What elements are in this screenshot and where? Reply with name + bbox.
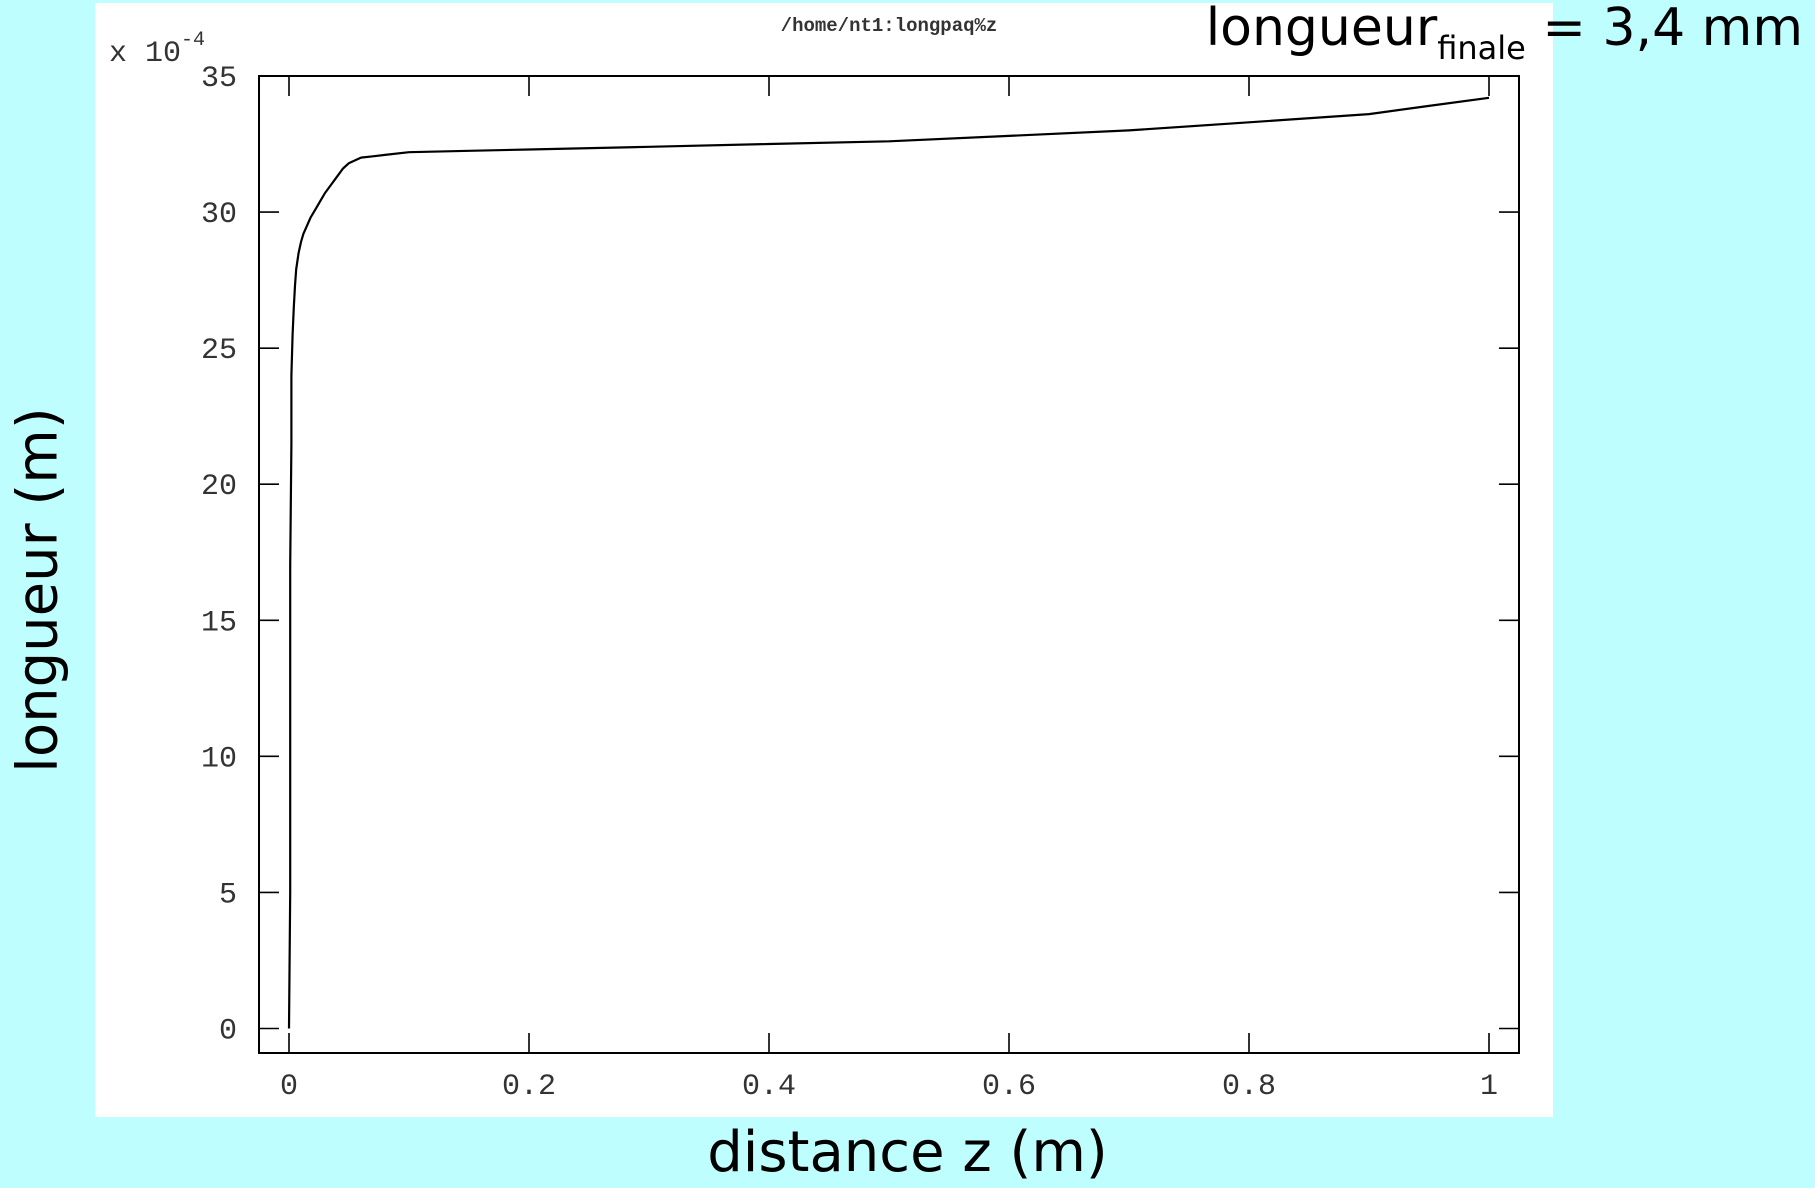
y-multiplier-exponent: -4 xyxy=(181,29,205,52)
y-axis-title: longueur (m) xyxy=(5,407,71,773)
y-tick-label: 35 xyxy=(201,62,237,96)
y-tick-label: 5 xyxy=(219,878,237,912)
x-tick-label: 0.2 xyxy=(502,1070,556,1104)
x-tick-label: 0.8 xyxy=(1222,1070,1276,1104)
plot-frame xyxy=(258,75,1520,1054)
y-axis-multiplier: x 10-4 xyxy=(109,29,205,71)
y-multiplier-base: x 10 xyxy=(109,37,181,71)
y-tick-label: 20 xyxy=(201,470,237,504)
annotation-subscript: finale xyxy=(1437,29,1526,67)
x-axis-title: distance z (m) xyxy=(707,1120,1108,1185)
x-tick-label: 1 xyxy=(1480,1070,1498,1104)
series-line xyxy=(287,96,1490,1029)
ticks-layer xyxy=(259,75,1519,1053)
annotation-rest: = 3,4 mm xyxy=(1525,0,1803,58)
x-tick-label: 0 xyxy=(280,1070,298,1104)
y-tick-label: 30 xyxy=(201,198,237,232)
line-chart: /home/nt1:longpaq%z x 10-4 0 0.2 0.4 0.6 0.8… xyxy=(109,15,1520,1104)
y-tick-label: 10 xyxy=(201,742,237,776)
y-tick-label: 0 xyxy=(219,1015,237,1049)
final-length-annotation: longueurfinale = 3,4 mm xyxy=(1206,0,1803,67)
x-tick-label: 0.4 xyxy=(742,1070,796,1104)
plot-title: /home/nt1:longpaq%z xyxy=(781,15,998,37)
x-tick-label: 0.6 xyxy=(982,1070,1036,1104)
y-tick-label: 15 xyxy=(201,606,237,640)
y-tick-label: 25 xyxy=(201,334,237,368)
annotation-main: longueur xyxy=(1205,0,1438,58)
plot-panel: /home/nt1:longpaq%z x 10-4 0 0.2 0.4 0.6 0.8… xyxy=(95,3,1553,1117)
